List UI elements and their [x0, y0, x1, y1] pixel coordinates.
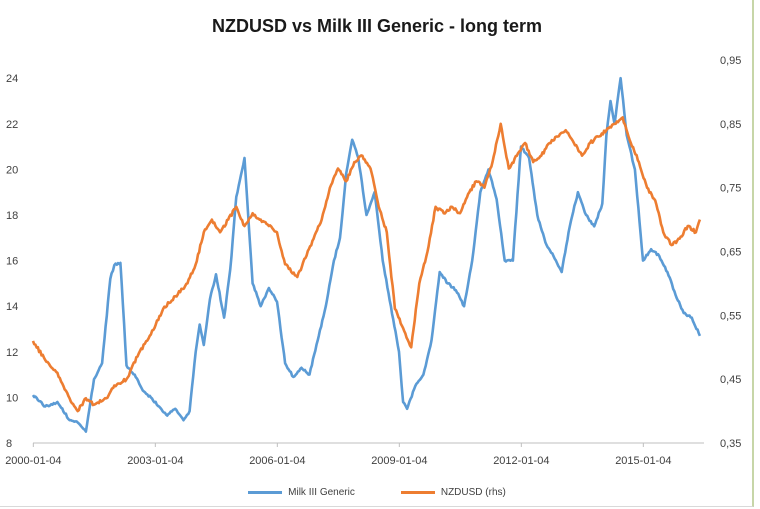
chart-title: NZDUSD vs Milk III Generic - long term: [211, 16, 543, 36]
right-tick-label: 0,45: [720, 374, 741, 386]
legend-item-nzdusd: NZDUSD (rhs): [400, 487, 506, 498]
left-tick-label: 22: [6, 119, 18, 131]
left-tick-label: 12: [6, 347, 18, 359]
right-tick-label: 0,75: [720, 183, 741, 195]
series-line-nzdusd: [31, 116, 702, 413]
left-tick-label: 14: [6, 301, 18, 313]
legend-swatch-milk: [248, 491, 283, 494]
x-tick-label: 2006-01-04: [249, 455, 305, 467]
left-tick-label: 16: [6, 256, 18, 268]
series-lines: [31, 76, 702, 433]
right-tick-label: 0,95: [720, 55, 741, 67]
legend-swatch-nzdusd: [400, 491, 435, 494]
series-line-milk: [31, 76, 702, 433]
left-tick-label: 20: [6, 164, 18, 176]
left-axis-ticks: 8 10 12 14 16 18 20 22 24: [6, 73, 18, 450]
legend-label-milk: Milk III Generic: [288, 487, 355, 498]
legend-label-nzdusd: NZDUSD (rhs): [440, 487, 506, 498]
right-tick-label: 0,65: [720, 247, 741, 259]
legend-item-milk: Milk III Generic: [248, 487, 355, 498]
left-tick-label: 8: [6, 438, 12, 450]
x-tick-label: 2003-01-04: [127, 455, 183, 467]
left-tick-label: 10: [6, 392, 18, 404]
x-tick-label: 2012-01-04: [493, 455, 549, 467]
x-tick-label: 2000-01-04: [5, 455, 61, 467]
x-tick-label: 2015-01-04: [615, 455, 671, 467]
left-tick-label: 18: [6, 210, 18, 222]
left-tick-label: 24: [6, 73, 18, 85]
x-axis-ticks: 2000-01-04 2003-01-04 2006-01-04 2009-01-04…: [5, 443, 671, 467]
right-tick-label: 0,35: [720, 438, 741, 450]
right-tick-label: 0,55: [720, 310, 741, 322]
right-axis-ticks: 0,35 0,45 0,55 0,65 0,75 0,85 0,95: [720, 55, 741, 450]
legend: Milk III Generic NZDUSD (rhs): [0, 487, 754, 498]
x-tick-label: 2009-01-04: [371, 455, 427, 467]
right-tick-label: 0,85: [720, 119, 741, 131]
